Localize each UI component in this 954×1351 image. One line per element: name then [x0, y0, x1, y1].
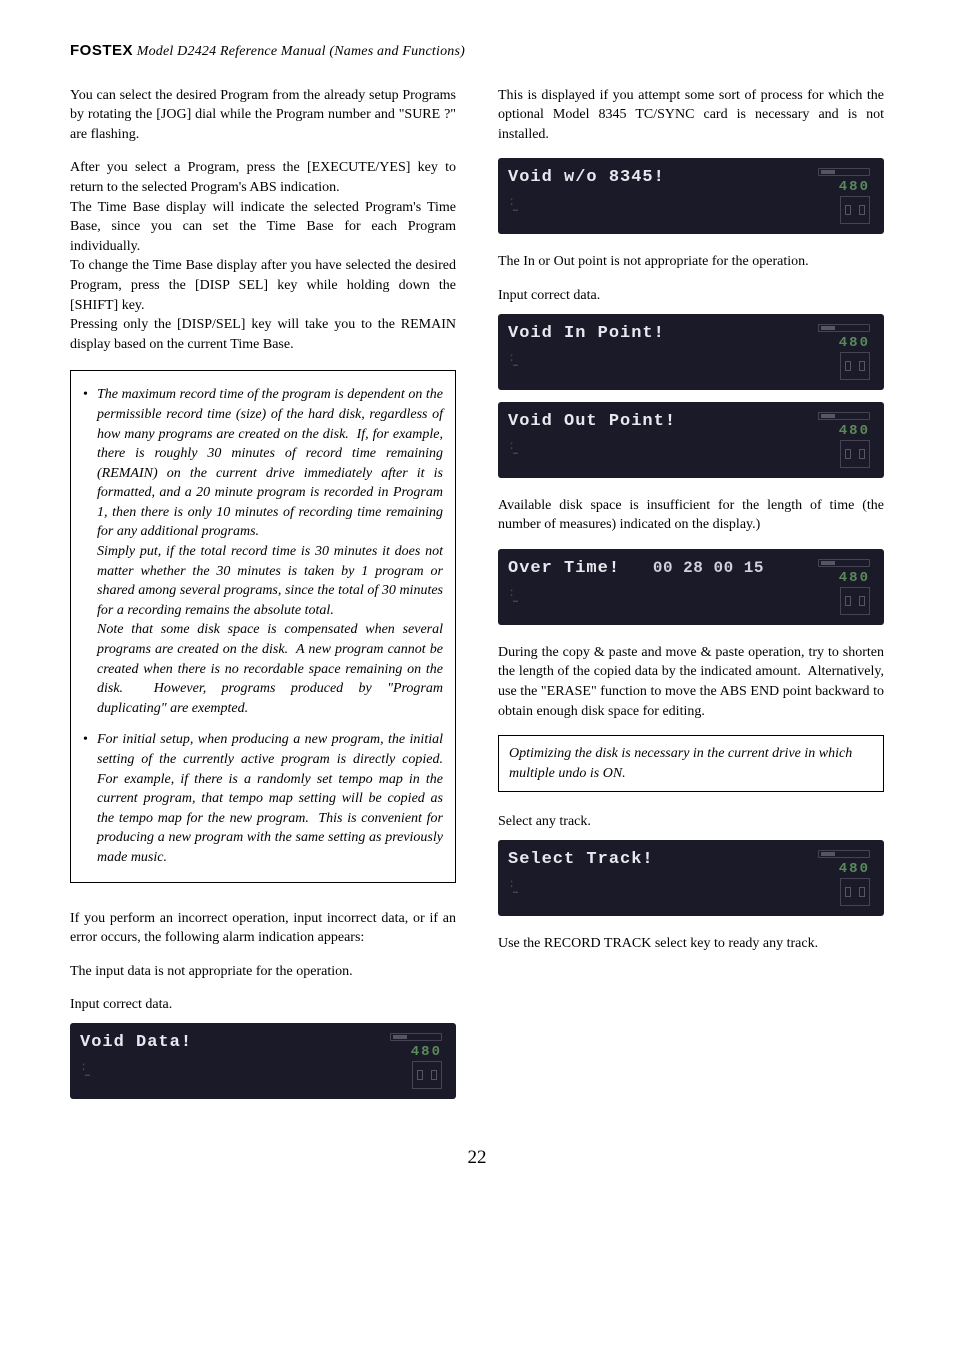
paragraph: If you perform an incorrect operation, i…	[70, 909, 456, 948]
bullet-item: • For initial setup, when producing a ne…	[83, 730, 443, 867]
lcd-display-void-8345: Void w/o 8345! 480 : -	[498, 158, 884, 234]
left-column: You can select the desired Program from …	[70, 86, 456, 1117]
page-header: FOSTEX Model D2424 Reference Manual (Nam…	[70, 40, 884, 62]
lcd-progress-bar	[818, 412, 870, 420]
lcd-small-box	[840, 440, 870, 468]
paragraph: Available disk space is insufficient for…	[498, 496, 884, 535]
paragraph: Input correct data.	[498, 286, 884, 306]
lcd-progress-bar	[390, 1033, 442, 1041]
lcd-small-box	[840, 352, 870, 380]
lcd-progress-bar	[818, 324, 870, 332]
lcd-display-void-data: Void Data! 480 : -	[70, 1023, 456, 1099]
paragraph: The input data is not appropriate for th…	[70, 962, 456, 982]
bullet-dot: •	[83, 730, 97, 867]
lcd-number: 480	[839, 334, 870, 354]
paragraph: Use the RECORD TRACK select key to ready…	[498, 934, 884, 954]
bullet-dot: •	[83, 385, 97, 718]
lcd-small-box	[840, 587, 870, 615]
lcd-number: 480	[839, 178, 870, 198]
header-title: Model D2424 Reference Manual (Names and …	[133, 44, 465, 59]
lcd-number: 480	[411, 1043, 442, 1063]
right-column: This is displayed if you attempt some so…	[498, 86, 884, 1117]
lcd-small-box	[840, 878, 870, 906]
paragraph: Input correct data.	[70, 995, 456, 1015]
lcd-display-over-time: Over Time! 00 28 00 15 480 : -	[498, 549, 884, 625]
bullet-item: • The maximum record time of the program…	[83, 385, 443, 718]
lcd-decoration: -	[510, 354, 521, 379]
paragraph: You can select the desired Program from …	[70, 86, 456, 145]
lcd-display-void-in: Void In Point! 480 : -	[498, 314, 884, 390]
paragraph: Select any track.	[498, 812, 884, 832]
lcd-progress-bar	[818, 559, 870, 567]
lcd-time-text: 00 28 00 15	[653, 557, 764, 579]
page-number: 22	[70, 1145, 884, 1172]
note-box: Optimizing the disk is necessary in the …	[498, 735, 884, 792]
paragraph: After you select a Program, press the [E…	[70, 158, 456, 354]
lcd-number: 480	[839, 569, 870, 589]
lcd-display-select-track: Select Track! 480 : -	[498, 840, 884, 916]
lcd-decoration: -	[510, 590, 521, 615]
bullet-text: The maximum record time of the program i…	[97, 385, 443, 718]
lcd-decoration: -	[510, 881, 521, 906]
lcd-decoration: -	[82, 1064, 93, 1089]
info-box: • The maximum record time of the program…	[70, 370, 456, 882]
paragraph: During the copy & paste and move & paste…	[498, 643, 884, 721]
paragraph: This is displayed if you attempt some so…	[498, 86, 884, 145]
two-column-layout: You can select the desired Program from …	[70, 86, 884, 1117]
lcd-progress-bar	[818, 850, 870, 858]
lcd-decoration: -	[510, 442, 521, 467]
lcd-progress-bar	[818, 168, 870, 176]
lcd-small-box	[412, 1061, 442, 1089]
note-text: Optimizing the disk is necessary in the …	[509, 746, 852, 781]
lcd-display-void-out: Void Out Point! 480 : -	[498, 402, 884, 478]
lcd-small-box	[840, 196, 870, 224]
brand-logo: FOSTEX	[70, 42, 133, 59]
lcd-number: 480	[839, 422, 870, 442]
lcd-decoration: -	[510, 199, 521, 224]
bullet-text: For initial setup, when producing a new …	[97, 730, 443, 867]
paragraph: The In or Out point is not appropriate f…	[498, 252, 884, 272]
lcd-number: 480	[839, 860, 870, 880]
